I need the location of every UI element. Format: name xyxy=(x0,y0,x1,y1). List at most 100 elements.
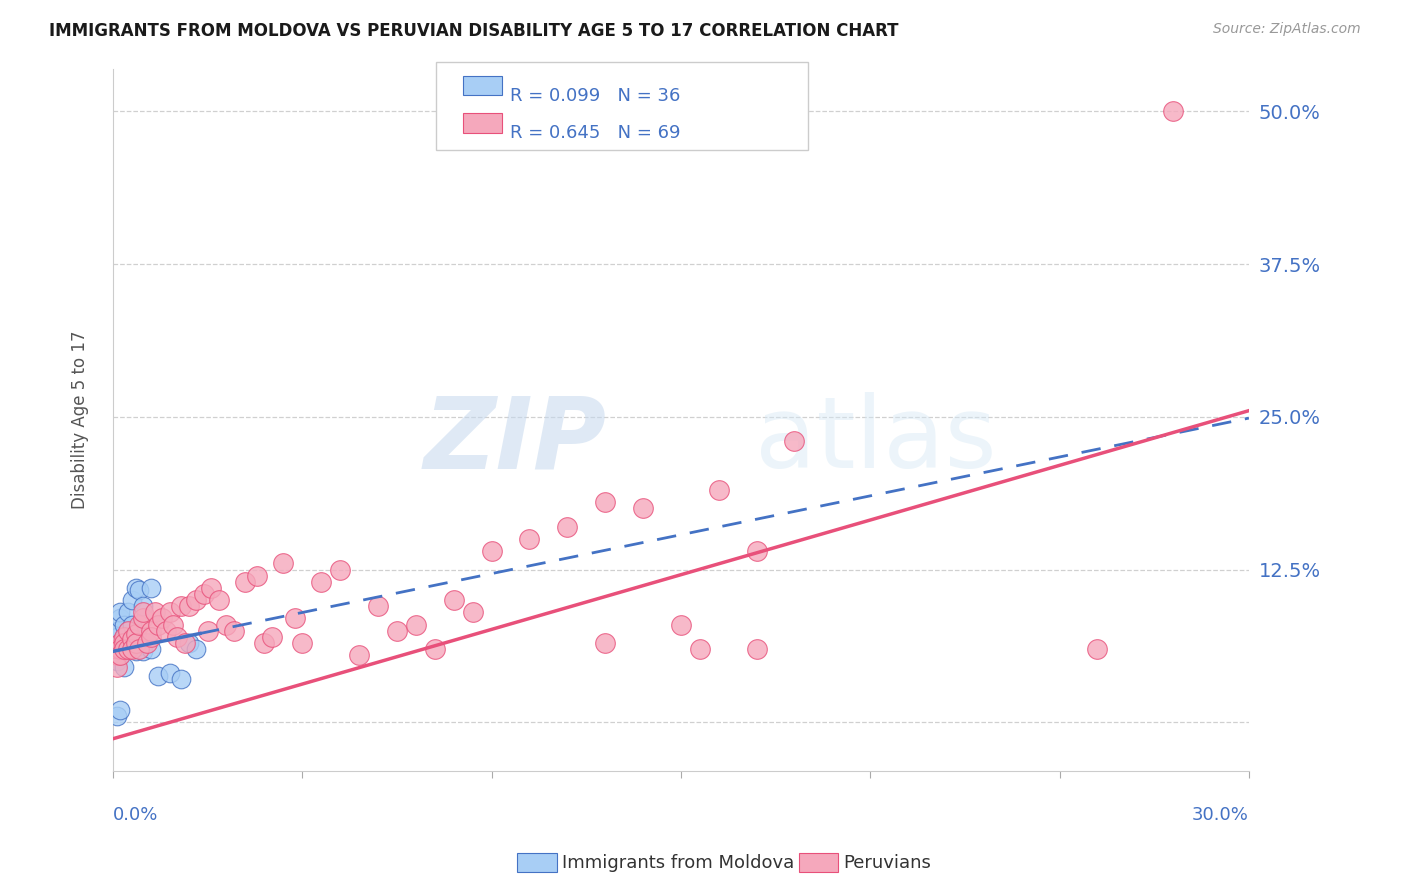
Text: Immigrants from Moldova: Immigrants from Moldova xyxy=(562,854,794,871)
Point xyxy=(105,648,128,662)
Point xyxy=(110,648,132,662)
Point xyxy=(128,642,150,657)
Point xyxy=(253,636,276,650)
Point xyxy=(186,642,208,657)
Point xyxy=(215,617,238,632)
Point xyxy=(271,557,294,571)
Point xyxy=(291,636,314,650)
Point xyxy=(143,605,166,619)
Point xyxy=(309,574,332,589)
Text: 0.0%: 0.0% xyxy=(112,806,159,824)
Point xyxy=(208,593,231,607)
Point xyxy=(121,593,143,607)
Text: Source: ZipAtlas.com: Source: ZipAtlas.com xyxy=(1213,22,1361,37)
Text: 30.0%: 30.0% xyxy=(1192,806,1249,824)
Point xyxy=(105,642,128,657)
Point xyxy=(110,642,132,657)
Point xyxy=(284,611,307,625)
Point xyxy=(112,636,135,650)
Point xyxy=(136,636,159,650)
Point xyxy=(128,583,150,598)
Point xyxy=(235,574,257,589)
Point xyxy=(112,630,135,644)
Point xyxy=(110,611,132,625)
Text: ZIP: ZIP xyxy=(425,392,607,490)
Point xyxy=(246,568,269,582)
Point xyxy=(139,581,162,595)
Point xyxy=(121,636,143,650)
Point xyxy=(155,624,177,638)
Point xyxy=(159,666,181,681)
Point xyxy=(745,544,768,558)
Text: Peruvians: Peruvians xyxy=(844,854,932,871)
Point xyxy=(112,642,135,657)
Point xyxy=(1087,642,1109,657)
Point xyxy=(783,434,806,449)
Point xyxy=(110,642,132,657)
Point xyxy=(112,642,135,657)
Point xyxy=(124,644,146,658)
Text: atlas: atlas xyxy=(755,392,997,490)
Point xyxy=(593,636,616,650)
Point xyxy=(112,630,135,644)
Point xyxy=(105,636,128,650)
Point xyxy=(132,599,155,614)
Text: R = 0.099   N = 36: R = 0.099 N = 36 xyxy=(510,87,681,104)
Point xyxy=(117,642,139,657)
Point xyxy=(173,636,195,650)
Text: IMMIGRANTS FROM MOLDOVA VS PERUVIAN DISABILITY AGE 5 TO 17 CORRELATION CHART: IMMIGRANTS FROM MOLDOVA VS PERUVIAN DISA… xyxy=(49,22,898,40)
Point xyxy=(166,630,188,644)
Point xyxy=(148,669,170,683)
Point xyxy=(519,532,541,546)
Point xyxy=(745,642,768,657)
Point xyxy=(193,587,215,601)
Point xyxy=(110,648,132,662)
Point xyxy=(405,617,427,632)
Point xyxy=(347,648,370,662)
Point xyxy=(481,544,503,558)
Point xyxy=(105,642,128,657)
Point xyxy=(159,605,181,619)
Point xyxy=(367,599,389,614)
Point xyxy=(110,703,132,717)
Point xyxy=(117,642,139,657)
Point xyxy=(177,599,200,614)
Point xyxy=(132,605,155,619)
Point xyxy=(170,673,193,687)
Point xyxy=(112,660,135,674)
Point xyxy=(105,654,128,668)
Point xyxy=(139,624,162,638)
Point xyxy=(1161,104,1184,119)
Point xyxy=(110,605,132,619)
Point xyxy=(110,636,132,650)
Point xyxy=(105,660,128,674)
Point xyxy=(260,630,283,644)
Point xyxy=(329,562,352,576)
Y-axis label: Disability Age 5 to 17: Disability Age 5 to 17 xyxy=(72,331,89,509)
Point xyxy=(385,624,408,638)
Point xyxy=(124,581,146,595)
Point xyxy=(197,624,219,638)
Point xyxy=(443,593,465,607)
Point xyxy=(128,640,150,654)
Point xyxy=(148,617,170,632)
Point xyxy=(117,624,139,638)
Point xyxy=(124,627,146,641)
Point xyxy=(162,617,184,632)
Point xyxy=(186,593,208,607)
Point xyxy=(105,630,128,644)
Point xyxy=(150,611,173,625)
Point xyxy=(117,624,139,638)
Point xyxy=(117,605,139,619)
Point xyxy=(200,581,222,595)
Point xyxy=(132,644,155,658)
Point xyxy=(139,642,162,657)
Point xyxy=(423,642,446,657)
Point xyxy=(121,617,143,632)
Point xyxy=(461,605,484,619)
Point xyxy=(124,636,146,650)
Point xyxy=(128,617,150,632)
Point xyxy=(669,617,692,632)
Point xyxy=(707,483,730,497)
Point xyxy=(110,636,132,650)
